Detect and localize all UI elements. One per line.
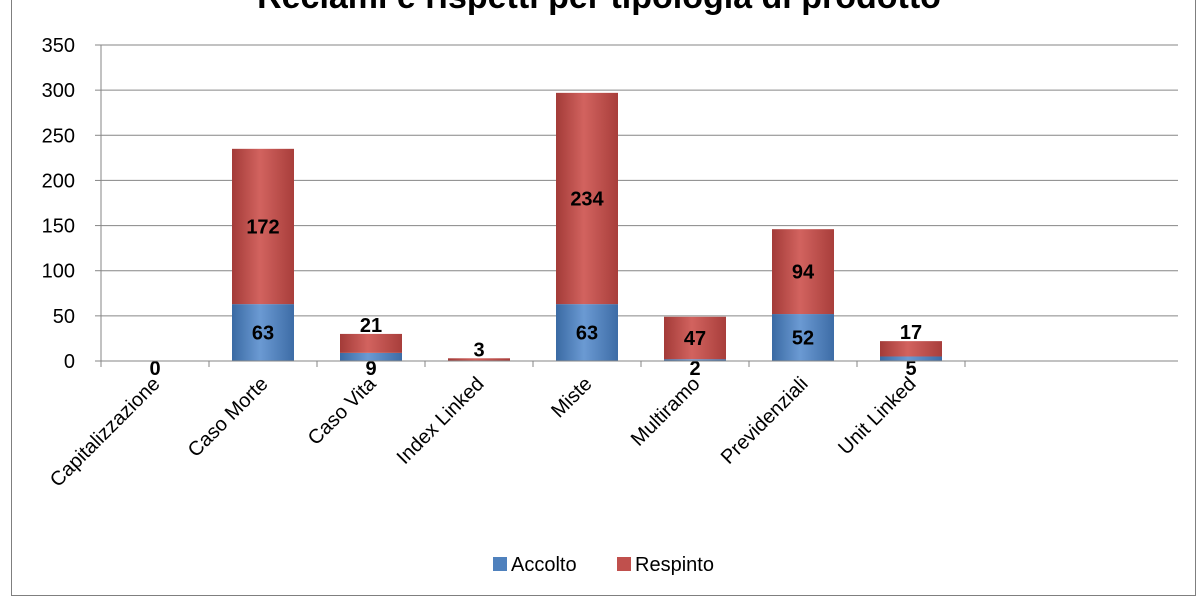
data-labels: 0 63 172 9 21 3 63 234 2 47 52 94 5 17 [149,188,922,380]
legend-swatch-accolto [493,557,507,571]
data-label-accolto-1: 63 [252,323,274,345]
legend-label-respinto: Respinto [635,554,714,576]
y-tick-label: 50 [53,306,75,328]
data-label-accolto-7: 5 [905,358,916,380]
bar-accolto-4 [556,304,618,361]
data-label-accolto-4: 63 [576,323,598,345]
data-label-respinto-7: 17 [900,322,922,344]
data-label-respinto-5: 47 [684,328,706,350]
data-label-respinto-4: 234 [570,188,604,210]
legend-swatch-respinto [617,557,631,571]
bar-accolto-1 [232,304,294,361]
chart-title: Reclami e rispetti per tipologia di prod… [0,0,1198,17]
y-axis: 0 50 100 150 200 250 300 350 [42,35,102,373]
bar-respinto-3 [448,358,510,361]
x-tick-label: Caso Vita [304,372,381,449]
data-label-accolto-5: 2 [689,358,700,380]
bar-respinto-4 [556,92,618,305]
data-label-respinto-3: 3 [473,339,484,361]
x-tick-label: Previdenziali [717,373,813,469]
legend-label-accolto: Accolto [511,554,577,576]
y-tick-label: 150 [42,216,75,238]
x-tick-label: Index Linked [393,373,489,469]
legend: Accolto Respinto [493,554,714,576]
data-label-respinto-1: 172 [246,216,279,238]
x-tick-label: Miste [547,373,596,422]
bar-respinto-2 [340,333,402,353]
data-label-accolto-6: 52 [792,328,814,350]
bar-respinto-5 [664,316,726,360]
y-tick-label: 100 [42,261,75,283]
data-label-accolto-0: 0 [149,358,160,380]
y-tick-label: 250 [42,125,75,147]
bar-respinto-7 [880,341,942,357]
data-label-respinto-6: 94 [792,262,815,284]
x-tick-label: Multiramo [627,373,705,451]
y-tick-label: 300 [42,80,75,102]
x-tick-label: Unit Linked [834,373,920,459]
y-tick-label: 200 [42,170,75,192]
x-tick-label: Caso Morte [184,373,273,462]
x-axis: Capitalizzazione Caso Morte Caso Vita Index… [46,360,1178,492]
bars [232,92,942,361]
bar-accolto-2 [340,352,402,361]
bar-accolto-5 [664,359,726,361]
y-tick-label: 0 [64,351,75,373]
x-tick-label: Capitalizzazione [46,373,165,492]
data-label-accolto-2: 9 [365,358,376,380]
bar-respinto-1 [232,148,294,305]
data-label-respinto-2: 21 [360,315,382,337]
bar-accolto-6 [772,314,834,361]
y-tick-label: 350 [42,35,75,57]
bar-accolto-7 [880,356,942,361]
bar-respinto-6 [772,229,834,315]
